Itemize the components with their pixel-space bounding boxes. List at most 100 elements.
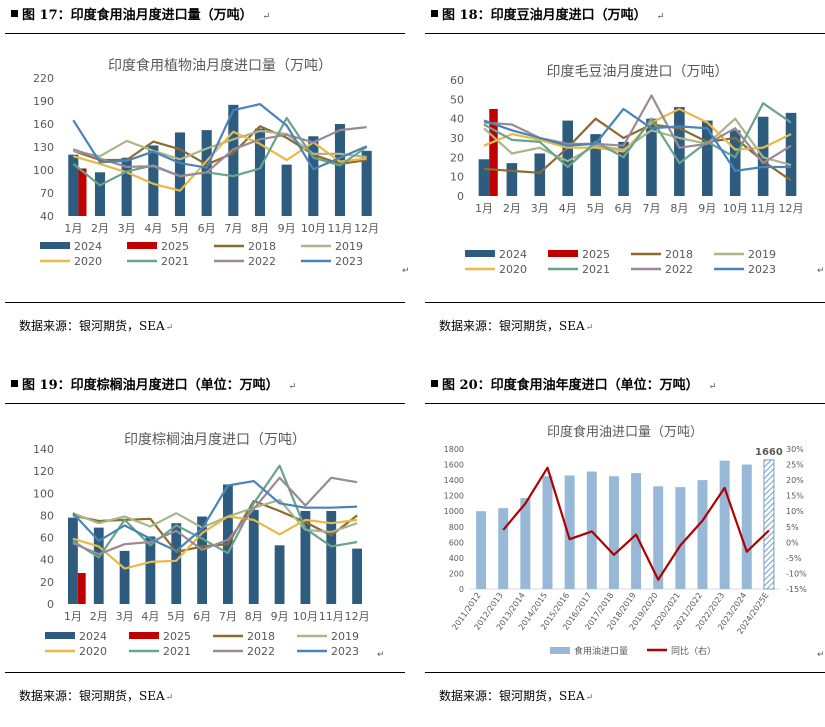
y-tick-label: 70: [40, 187, 54, 200]
bar-2024: [674, 107, 685, 196]
x-tick-label: 1月: [475, 202, 493, 215]
legend-label-2021: 2021: [163, 645, 191, 658]
y-tick-label: 1200: [444, 492, 464, 501]
legend-swatch-2025: [127, 242, 157, 249]
source-return-mark: ↵: [165, 693, 174, 703]
line-series-2021: [483, 102, 792, 169]
y-tick-label: 120: [33, 465, 54, 478]
bar-2024: [281, 164, 292, 216]
bar-annual-import: [653, 486, 664, 589]
bar-2024: [197, 516, 207, 604]
figure-18-panel: 图 18：印度豆油月度进口（万吨） ↵ 印度毛豆油月度进口（万吨） 0 10 20 30 4…: [425, 0, 825, 350]
chart-title: 印度毛豆油月度进口（万吨）: [547, 64, 729, 80]
x-tick-label: 6月: [198, 222, 216, 235]
legend-label-2022: 2022: [247, 645, 275, 658]
bar-2024: [478, 159, 490, 196]
source-text: 数据来源：银河期货，SEA: [19, 319, 165, 333]
legend-label-2024: 2024: [74, 240, 102, 253]
source-text: 数据来源：银河期货，SEA: [439, 319, 585, 333]
legend-label-2024: 2024: [79, 630, 107, 643]
line-series-2022: [483, 94, 792, 165]
y-tick-label: 100: [33, 164, 54, 177]
legend-label-2019: 2019: [335, 240, 363, 253]
source-return-mark: ↵: [585, 323, 594, 333]
bar-2024: [94, 172, 106, 216]
caption-bullet-icon: [11, 10, 18, 17]
y-tick-label: 0: [47, 598, 54, 611]
bar-annual-import: [741, 464, 752, 589]
figure-19-panel: 图 19：印度棕榈油月度进口（单位：万吨） ↵ 印度棕榈油月度进口（万吨） 0 20 4…: [5, 370, 405, 720]
x-tick-label: 11月: [328, 222, 353, 235]
x-tick-label: 9月: [698, 202, 716, 215]
source-return-mark: ↵: [585, 693, 594, 703]
legend-swatch-2024: [45, 632, 75, 639]
y2-tick-label: 20%: [786, 476, 804, 485]
chart-title: 印度棕榈油月度进口（万吨）: [124, 432, 306, 448]
chart-title: 印度食用植物油月度进口量（万吨）: [108, 57, 332, 74]
top-rule: [425, 403, 825, 404]
x-tick-label: 12月: [779, 202, 804, 215]
y2-tick-label: 5%: [786, 523, 799, 532]
line-series-2023: [483, 107, 791, 172]
y-tick-label: 1800: [444, 445, 464, 454]
y-tick-label: 40: [40, 554, 54, 567]
legend-label-2018: 2018: [247, 630, 275, 643]
top-rule: [5, 33, 405, 34]
chart-title: 印度食用油进口量（万吨）: [547, 424, 703, 440]
chart-fig17: 印度食用植物油月度进口量（万吨） 40 70 100 130 160 190 220 1月 2月 3…: [33, 57, 379, 268]
caption-text: 图 20：印度食用油年度进口（单位：万吨）: [442, 378, 699, 393]
source-text: 数据来源：银河期货，SEA: [19, 689, 165, 703]
y-tick-label: 10: [450, 171, 464, 184]
source-return-mark: ↵: [165, 323, 174, 333]
source-note: 数据来源：银河期货，SEA↵: [439, 687, 593, 704]
line-series-2020: [72, 515, 358, 570]
y-tick-label: 60: [450, 74, 464, 87]
bar-2024: [590, 134, 601, 196]
bar-2024: [171, 523, 182, 604]
legend-label-2022: 2022: [665, 263, 693, 276]
chart-fig20: 印度食用油进口量（万吨） 0 200 400 600 800 1000 1200 1400 160…: [444, 424, 807, 657]
y-tick-label: 160: [33, 118, 54, 131]
x-tick-label: 7月: [642, 202, 660, 215]
bar-2024: [701, 120, 713, 196]
bar-2024: [352, 548, 362, 604]
y-tick-label: 1600: [444, 461, 464, 470]
y-tick-label: 50: [450, 93, 464, 106]
bar-2024: [534, 153, 546, 196]
x-tick-label: 4月: [141, 610, 159, 623]
line-series-2019: [483, 117, 792, 167]
bar-2025: [489, 109, 498, 196]
legend-label-2021: 2021: [161, 255, 189, 268]
bar-2024: [785, 112, 797, 196]
bar-2024: [145, 536, 156, 604]
bar-annual-import: [498, 508, 509, 589]
legend-label-2022: 2022: [248, 255, 276, 268]
bar-2024: [308, 136, 319, 216]
source-note: 数据来源：银河期货，SEA↵: [19, 687, 173, 704]
x-tick-label: 5月: [167, 610, 185, 623]
return-mark-icon: ↵: [656, 12, 665, 22]
bar-2024: [729, 130, 741, 196]
y-tick-label: 130: [33, 141, 54, 154]
y-tick-label: 220: [33, 72, 54, 85]
bottom-rule: [5, 672, 405, 673]
bottom-rule: [425, 302, 825, 303]
bar-2024: [174, 132, 186, 216]
figure-caption: 图 19：印度棕榈油月度进口（单位：万吨） ↵: [11, 374, 296, 393]
bar-annual-import: [675, 487, 686, 589]
caption-bullet-icon: [11, 380, 18, 387]
legend-label-2023: 2023: [335, 255, 363, 268]
y2-tick-label: -5%: [786, 554, 802, 563]
line-series-2023: [72, 479, 358, 552]
legend-swatch-bars: [550, 647, 570, 654]
data-label-last: 1660: [755, 447, 783, 458]
bar-2024: [300, 511, 311, 604]
legend-label-2018: 2018: [248, 240, 276, 253]
x-tick-label: 9月: [278, 222, 296, 235]
line-series-2018: [483, 117, 792, 182]
y-tick-label: 20: [450, 151, 464, 164]
x-tick-label: 5月: [587, 202, 605, 215]
x-tick-label: 10月: [293, 610, 318, 623]
line-series-2021: [72, 116, 368, 187]
y2-tick-label: -15%: [786, 585, 807, 594]
